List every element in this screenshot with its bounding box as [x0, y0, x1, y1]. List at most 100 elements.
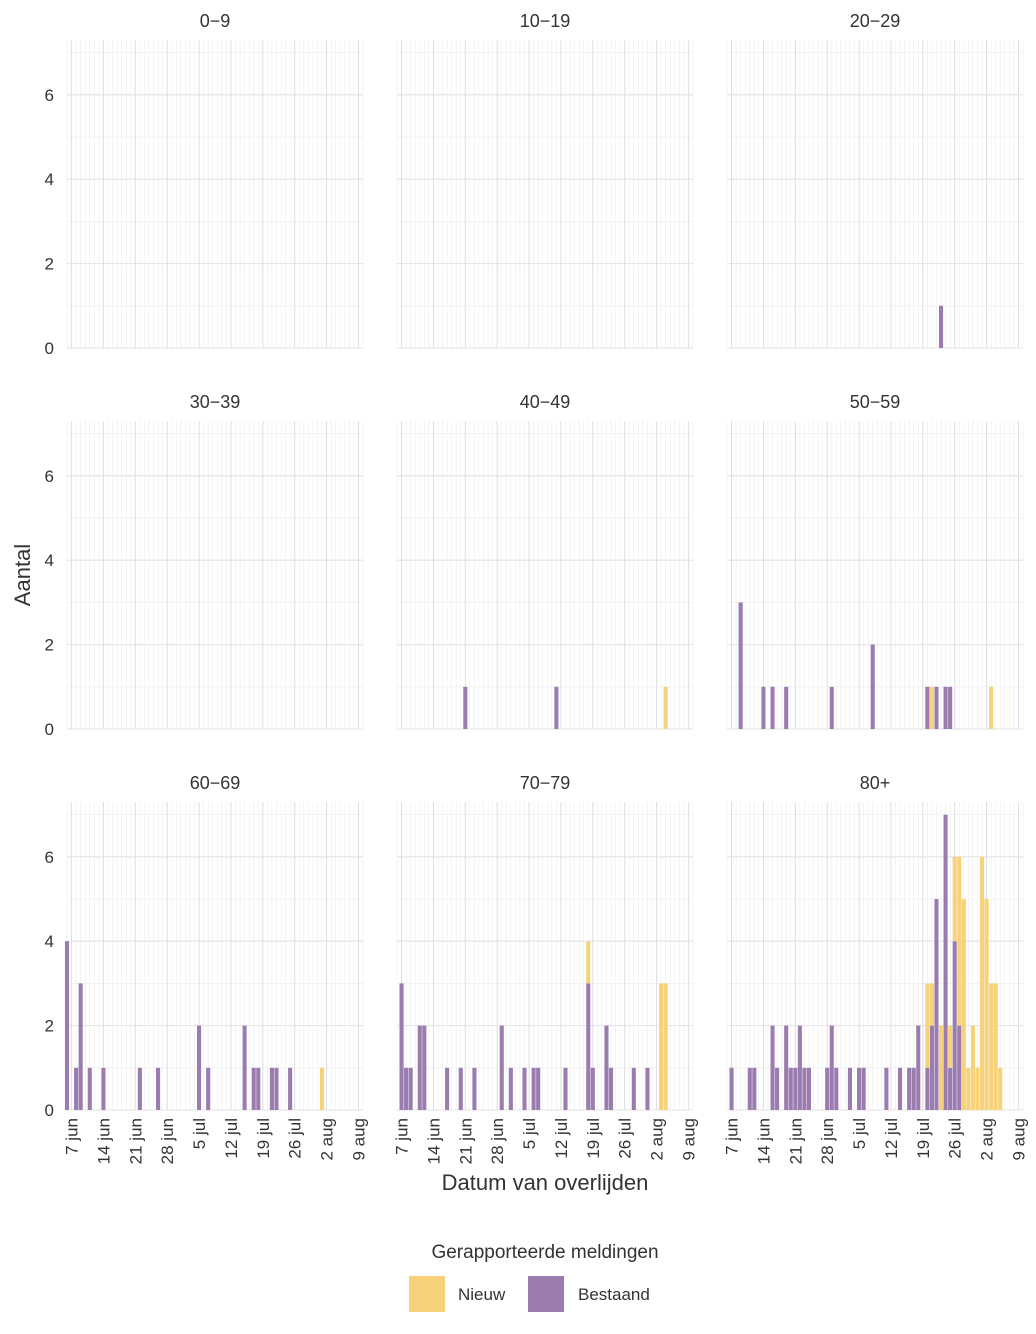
bar-bestaand [137, 1067, 142, 1110]
bar-bestaand [78, 983, 83, 1110]
x-tick-label: 12 jul [552, 1118, 571, 1159]
bar-bestaand [499, 1025, 504, 1110]
y-tick-label: 0 [45, 339, 54, 358]
bar-bestaand [911, 1067, 916, 1110]
bar-bestaand [404, 1067, 409, 1110]
bar-bestaand [861, 1067, 866, 1110]
x-tick-label: 21 jun [456, 1118, 475, 1164]
legend-label-nieuw: Nieuw [458, 1285, 506, 1304]
bar-nieuw [929, 983, 934, 1026]
x-tick-label: 21 jun [126, 1118, 145, 1164]
bar-bestaand [458, 1067, 463, 1110]
bar-bestaand [422, 1025, 427, 1110]
y-tick-label: 2 [45, 255, 54, 274]
x-tick-label: 7 jun [393, 1118, 412, 1155]
bar-bestaand [251, 1067, 256, 1110]
facet-title: 60−69 [190, 773, 241, 793]
facet-panel: 60−69 0 2 4 6 7 jun 14 jun 21 jun 28 jun 5 jul 12 … [45, 773, 369, 1164]
x-tick-label: 2 aug [978, 1118, 997, 1161]
bar-bestaand [770, 1025, 775, 1110]
bar-bestaand [522, 1067, 527, 1110]
legend: Gerapporteerde meldingen Nieuw Bestaand [409, 1242, 659, 1312]
x-tick-label: 9 aug [679, 1118, 698, 1161]
bar-bestaand [784, 686, 789, 729]
bar-bestaand [752, 1067, 757, 1110]
y-tick-label: 4 [45, 932, 54, 951]
bar-bestaand [916, 1025, 921, 1110]
bar-bestaand [64, 941, 70, 1110]
bar-nieuw [586, 941, 591, 984]
y-axis-title: Aantal [10, 544, 35, 606]
facet-panel: 80+ 7 jun 14 jun 21 jun 28 jun 5 jul 12 jul 19 … [723, 773, 1029, 1164]
bar-bestaand [775, 1067, 780, 1110]
legend-label-bestaand: Bestaand [578, 1285, 650, 1304]
bar-bestaand [74, 1067, 79, 1110]
legend-swatch-bestaand [528, 1276, 564, 1312]
bar-bestaand [929, 1025, 934, 1110]
bar-bestaand [554, 686, 559, 729]
x-tick-label: 14 jun [94, 1118, 113, 1164]
bar-nieuw [966, 1067, 971, 1110]
bar-nieuw [663, 686, 668, 729]
bar-bestaand [897, 1067, 903, 1110]
bar-bestaand [738, 602, 743, 729]
bar-bestaand [563, 1067, 568, 1110]
x-tick-label: 26 jul [286, 1118, 305, 1159]
legend-title: Gerapporteerde meldingen [431, 1242, 658, 1263]
bar-nieuw [970, 1025, 975, 1110]
bar-bestaand [806, 1067, 812, 1110]
x-tick-label: 19 jul [584, 1118, 603, 1159]
facet-title: 50−59 [850, 392, 901, 412]
facet-title: 20−29 [850, 11, 901, 31]
bar-bestaand [242, 1025, 247, 1110]
facet-grid: 0−9 0 2 4 6 10−19 20−29 30−39 0 2 4 6 40−49 50−59 60−6… [45, 11, 1029, 1164]
bar-nieuw [948, 1025, 953, 1068]
x-tick-label: 19 jul [914, 1118, 933, 1159]
bar-bestaand [288, 1067, 293, 1110]
bar-bestaand [797, 1025, 802, 1110]
bar-bestaand [943, 686, 948, 729]
bar-bestaand [761, 686, 766, 729]
bar-bestaand [829, 686, 834, 729]
bar-nieuw [961, 899, 966, 1110]
bar-bestaand [156, 1067, 161, 1110]
bar-bestaand [925, 686, 930, 729]
bar-nieuw [319, 1067, 325, 1110]
bar-bestaand [87, 1067, 92, 1110]
x-tick-label: 5 jul [850, 1118, 869, 1149]
x-tick-label: 28 jun [818, 1118, 837, 1164]
y-tick-label: 0 [45, 720, 54, 739]
y-tick-label: 2 [45, 1017, 54, 1036]
bar-bestaand [943, 814, 948, 1110]
x-tick-label: 26 jul [946, 1118, 965, 1159]
bar-bestaand [829, 1025, 834, 1110]
bar-bestaand [590, 1067, 595, 1110]
y-tick-label: 2 [45, 636, 54, 655]
bar-nieuw [989, 686, 994, 729]
bar-bestaand [631, 1067, 636, 1110]
bar-nieuw [979, 856, 985, 1110]
bar-bestaand [938, 305, 944, 348]
bar-bestaand [256, 1067, 261, 1110]
bar-nieuw [659, 983, 664, 1110]
bar-bestaand [747, 1067, 752, 1110]
facet-title: 30−39 [190, 392, 241, 412]
x-axis-title: Datum van overlijden [442, 1170, 649, 1195]
x-tick-label: 5 jul [520, 1118, 539, 1149]
x-tick-label: 26 jul [616, 1118, 635, 1159]
x-tick-label: 5 jul [190, 1118, 209, 1149]
bar-bestaand [934, 686, 939, 729]
bar-nieuw [989, 983, 994, 1110]
bar-bestaand [770, 686, 775, 729]
facet-panel: 30−39 0 2 4 6 [45, 392, 364, 739]
x-tick-label: 2 aug [318, 1118, 337, 1161]
bar-bestaand [825, 1067, 830, 1110]
y-tick-label: 4 [45, 551, 54, 570]
bar-bestaand [884, 1067, 889, 1110]
bar-nieuw [925, 983, 930, 1068]
bar-bestaand [870, 644, 875, 729]
bar-nieuw [663, 983, 668, 1110]
y-tick-label: 0 [45, 1101, 54, 1120]
bar-bestaand [463, 686, 468, 729]
